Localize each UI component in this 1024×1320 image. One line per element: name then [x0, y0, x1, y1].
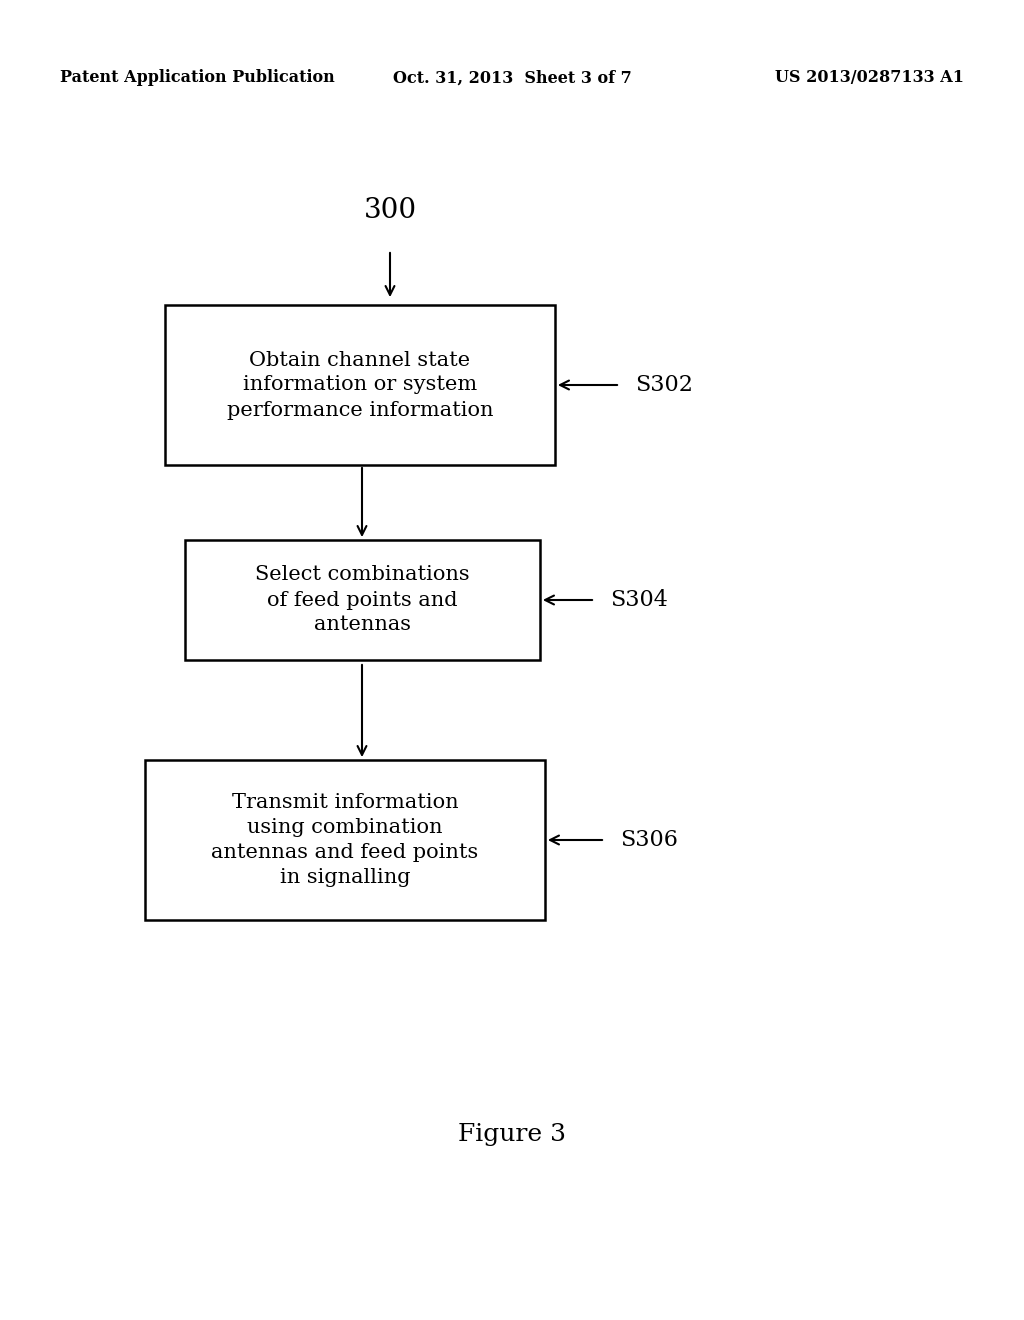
- Text: S306: S306: [620, 829, 678, 851]
- Text: Oct. 31, 2013  Sheet 3 of 7: Oct. 31, 2013 Sheet 3 of 7: [392, 70, 632, 87]
- Text: Select combinations
of feed points and
antennas: Select combinations of feed points and a…: [255, 565, 470, 635]
- Text: Figure 3: Figure 3: [458, 1123, 566, 1147]
- Text: US 2013/0287133 A1: US 2013/0287133 A1: [775, 70, 964, 87]
- Text: 300: 300: [364, 197, 417, 223]
- Text: S304: S304: [610, 589, 668, 611]
- Bar: [185, 540, 540, 660]
- Text: S302: S302: [635, 374, 693, 396]
- Bar: [145, 760, 545, 920]
- Text: Patent Application Publication: Patent Application Publication: [60, 70, 335, 87]
- Text: Transmit information
using combination
antennas and feed points
in signalling: Transmit information using combination a…: [211, 793, 478, 887]
- Text: Obtain channel state
information or system
performance information: Obtain channel state information or syst…: [226, 351, 494, 420]
- Bar: [165, 305, 555, 465]
